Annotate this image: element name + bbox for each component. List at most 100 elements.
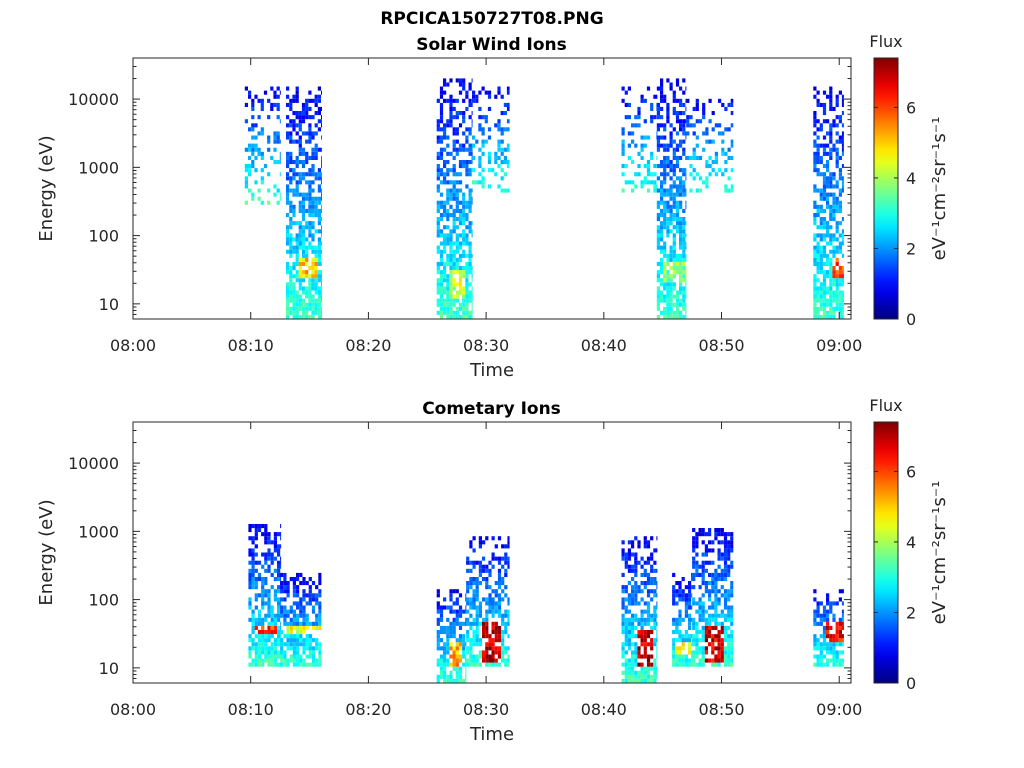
heatmap-cell bbox=[704, 646, 708, 651]
heatmap-cell bbox=[301, 160, 306, 165]
heatmap-cell bbox=[819, 102, 823, 107]
heatmap-cell bbox=[308, 180, 312, 185]
heatmap-cell bbox=[296, 646, 300, 651]
heatmap-cell bbox=[484, 115, 488, 120]
colorbar-tick-label: 4 bbox=[906, 533, 916, 552]
heatmap-cell bbox=[458, 593, 463, 598]
heatmap-cell bbox=[835, 658, 839, 663]
heatmap-cell bbox=[254, 577, 258, 582]
heatmap-cell bbox=[436, 98, 440, 103]
heatmap-cell bbox=[656, 131, 658, 136]
heatmap-cell bbox=[663, 127, 667, 132]
heatmap-cell bbox=[663, 147, 667, 152]
heatmap-cell bbox=[646, 560, 651, 565]
heatmap-cell bbox=[829, 102, 833, 107]
heatmap-cell bbox=[653, 577, 657, 582]
heatmap-cell bbox=[455, 613, 459, 618]
heatmap-cell bbox=[305, 270, 309, 275]
heatmap-cell bbox=[471, 196, 473, 201]
heatmap-cell bbox=[314, 261, 318, 266]
heatmap-cell bbox=[295, 180, 299, 185]
heatmap-cell bbox=[627, 674, 631, 679]
heatmap-cell bbox=[469, 658, 473, 663]
heatmap-cell bbox=[452, 139, 456, 144]
heatmap-cell bbox=[813, 634, 817, 639]
heatmap-cell bbox=[264, 577, 268, 582]
heatmap-cell bbox=[439, 119, 444, 124]
heatmap-cell bbox=[458, 82, 463, 87]
heatmap-cell bbox=[832, 253, 836, 258]
heatmap-cell bbox=[816, 638, 820, 643]
heatmap-cell bbox=[264, 601, 268, 606]
heatmap-cell bbox=[471, 314, 473, 319]
heatmap-cell bbox=[449, 188, 453, 193]
heatmap-cell bbox=[471, 233, 473, 238]
heatmap-cell bbox=[443, 78, 447, 83]
heatmap-cell bbox=[829, 94, 833, 99]
heatmap-cell bbox=[675, 225, 680, 230]
heatmap-cell bbox=[485, 564, 489, 569]
heatmap-cell bbox=[646, 577, 651, 582]
heatmap-cell bbox=[276, 115, 280, 120]
heatmap-cell bbox=[301, 270, 306, 275]
heatmap-cell bbox=[640, 634, 644, 639]
heatmap-cell bbox=[822, 192, 827, 197]
heatmap-cell bbox=[318, 572, 322, 577]
heatmap-cell bbox=[277, 634, 281, 639]
heatmap-cell bbox=[669, 286, 673, 291]
heatmap-cell bbox=[308, 196, 312, 201]
heatmap-cell bbox=[446, 217, 450, 222]
heatmap-cell bbox=[308, 131, 312, 136]
heatmap-cell bbox=[679, 98, 683, 103]
heatmap-cell bbox=[631, 540, 635, 545]
heatmap-cell bbox=[685, 172, 687, 177]
heatmap-cell bbox=[458, 314, 463, 319]
heatmap-cell bbox=[478, 155, 482, 160]
heatmap-cell bbox=[471, 310, 473, 315]
heatmap-cell bbox=[289, 577, 293, 582]
heatmap-cell bbox=[458, 621, 463, 626]
heatmap-cell bbox=[311, 225, 315, 230]
heatmap-cell bbox=[267, 613, 271, 618]
heatmap-cell bbox=[813, 646, 817, 651]
heatmap-cell bbox=[317, 298, 321, 303]
heatmap-cell bbox=[481, 143, 485, 148]
heatmap-cell bbox=[688, 621, 692, 626]
y-tick-label: 10 bbox=[99, 295, 119, 314]
heatmap-cell bbox=[717, 613, 721, 618]
heatmap-cell bbox=[634, 613, 638, 618]
heatmap-cell bbox=[317, 314, 321, 319]
heatmap-cell bbox=[666, 294, 670, 299]
heatmap-cell bbox=[497, 630, 502, 635]
heatmap-cell bbox=[321, 310, 322, 315]
heatmap-cell bbox=[829, 298, 833, 303]
heatmap-cell bbox=[656, 184, 658, 189]
heatmap-cell bbox=[631, 568, 635, 573]
heatmap-cell bbox=[835, 306, 839, 311]
heatmap-cell bbox=[449, 213, 453, 218]
heatmap-cell bbox=[631, 662, 635, 667]
heatmap-cell bbox=[261, 597, 265, 602]
heatmap-cell bbox=[660, 278, 664, 283]
heatmap-cell bbox=[471, 298, 473, 303]
heatmap-cell bbox=[829, 274, 833, 279]
heatmap-cell bbox=[819, 172, 823, 177]
heatmap-cell bbox=[298, 143, 302, 148]
heatmap-cell bbox=[299, 658, 303, 663]
heatmap-cell bbox=[813, 237, 817, 242]
heatmap-cell bbox=[301, 164, 306, 169]
heatmap-cell bbox=[311, 213, 315, 218]
heatmap-cell bbox=[446, 200, 450, 205]
heatmap-cell bbox=[832, 662, 836, 667]
heatmap-cell bbox=[835, 184, 839, 189]
heatmap-cell bbox=[485, 642, 489, 647]
heatmap-cell bbox=[621, 540, 625, 545]
heatmap-cell bbox=[826, 650, 830, 655]
heatmap-cell bbox=[317, 213, 321, 218]
heatmap-cell bbox=[691, 572, 693, 577]
heatmap-cell bbox=[718, 168, 722, 173]
heatmap-cell bbox=[643, 650, 647, 655]
heatmap-cell bbox=[653, 662, 657, 667]
heatmap-cell bbox=[289, 298, 293, 303]
heatmap-cell bbox=[672, 180, 676, 185]
